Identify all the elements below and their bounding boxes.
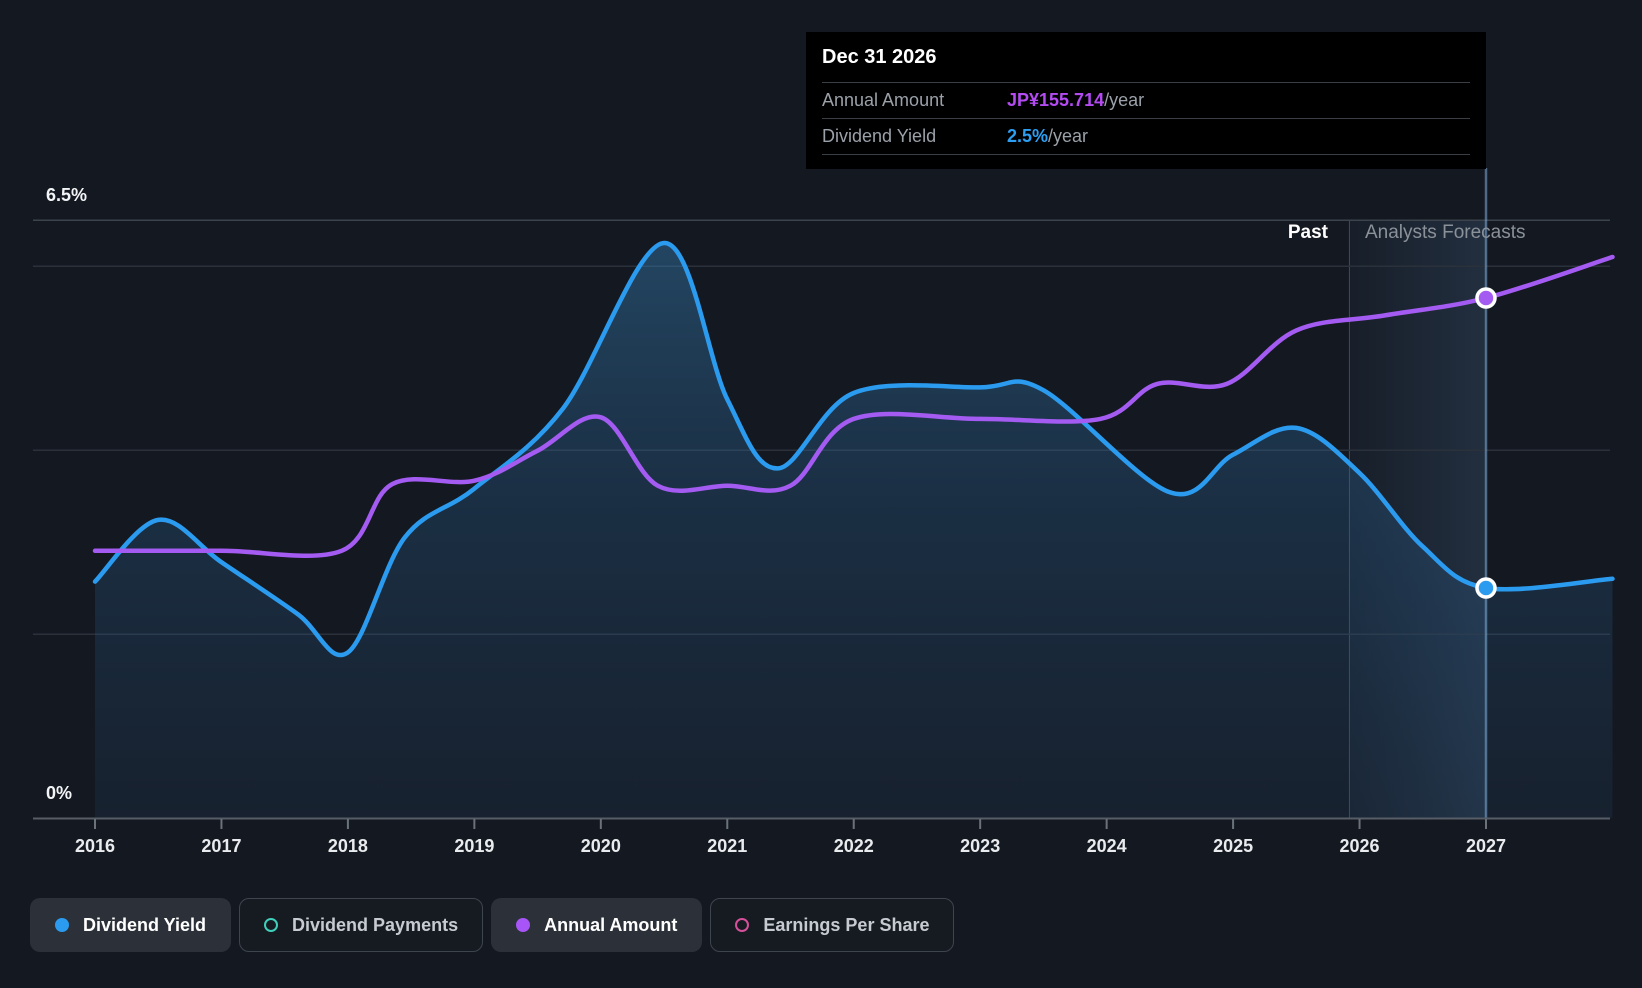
x-axis-label-2024: 2024 <box>1087 836 1127 856</box>
annual-amount-line[interactable] <box>92 254 1615 559</box>
legend-dividend-payments-button[interactable]: Dividend Payments <box>239 898 484 952</box>
x-axis-label-2023: 2023 <box>960 836 1000 856</box>
annual-amount-swatch-icon <box>516 918 531 932</box>
x-axis-label-2016: 2016 <box>75 836 115 856</box>
tooltip-row-unit: /year <box>1048 126 1089 146</box>
legend-label: Dividend Payments <box>292 914 459 935</box>
tooltip-row-label: Dividend Yield <box>822 126 937 146</box>
x-axis-label-2022: 2022 <box>834 836 874 856</box>
tooltip-row-label: Annual Amount <box>822 90 945 110</box>
legend-dividend-yield-button[interactable]: Dividend Yield <box>30 898 232 952</box>
x-axis-label-2018: 2018 <box>328 836 368 856</box>
dividend-yield-area <box>95 242 1613 819</box>
forecast-zone-label: Analysts Forecasts <box>1365 222 1526 243</box>
dividend-yield-marker[interactable] <box>1475 577 1497 599</box>
tooltip-row-dividend-yield: Dividend Yield 2.5% /year <box>822 118 1470 155</box>
tooltip-row-annual-amount: Annual Amount JP¥155.714 /year <box>822 82 1470 118</box>
earnings-per-share-swatch-icon <box>735 918 750 932</box>
x-axis-label-2025: 2025 <box>1213 836 1253 856</box>
y-axis-zero-label: 0% <box>46 783 73 803</box>
x-axis-label-2027: 2027 <box>1466 836 1506 856</box>
tooltip-row-value: 2.5% <box>1007 126 1049 146</box>
dividend-yield-swatch-icon <box>55 918 69 932</box>
dividend-payments-swatch-icon <box>264 918 279 932</box>
tooltip-row-unit: /year <box>1104 90 1145 110</box>
legend-label: Dividend Yield <box>83 914 207 935</box>
x-axis-label-2017: 2017 <box>201 836 241 856</box>
x-axis-label-2026: 2026 <box>1340 836 1380 856</box>
past-zone-label: Past <box>1287 222 1328 243</box>
legend-label: Annual Amount <box>544 914 678 935</box>
dividend-yield-line[interactable] <box>92 240 1615 658</box>
tooltip-row-value: JP¥155.714 <box>1007 90 1105 110</box>
x-axis-label-2019: 2019 <box>454 836 494 856</box>
x-axis-label-2021: 2021 <box>707 836 747 856</box>
legend: Dividend Yield Dividend Payments Annual … <box>30 898 955 952</box>
legend-annual-amount-button[interactable]: Annual Amount <box>491 898 703 952</box>
legend-earnings-per-share-button[interactable]: Earnings Per Share <box>710 898 955 952</box>
y-axis-max-label: 6.5% <box>46 185 88 205</box>
chart-tooltip: Dec 31 2026 Annual Amount JP¥155.714 /ye… <box>806 32 1486 169</box>
legend-label: Earnings Per Share <box>763 914 930 935</box>
x-axis-label-2020: 2020 <box>581 836 621 856</box>
tooltip-date: Dec 31 2026 <box>822 45 937 68</box>
annual-amount-marker[interactable] <box>1475 287 1497 309</box>
